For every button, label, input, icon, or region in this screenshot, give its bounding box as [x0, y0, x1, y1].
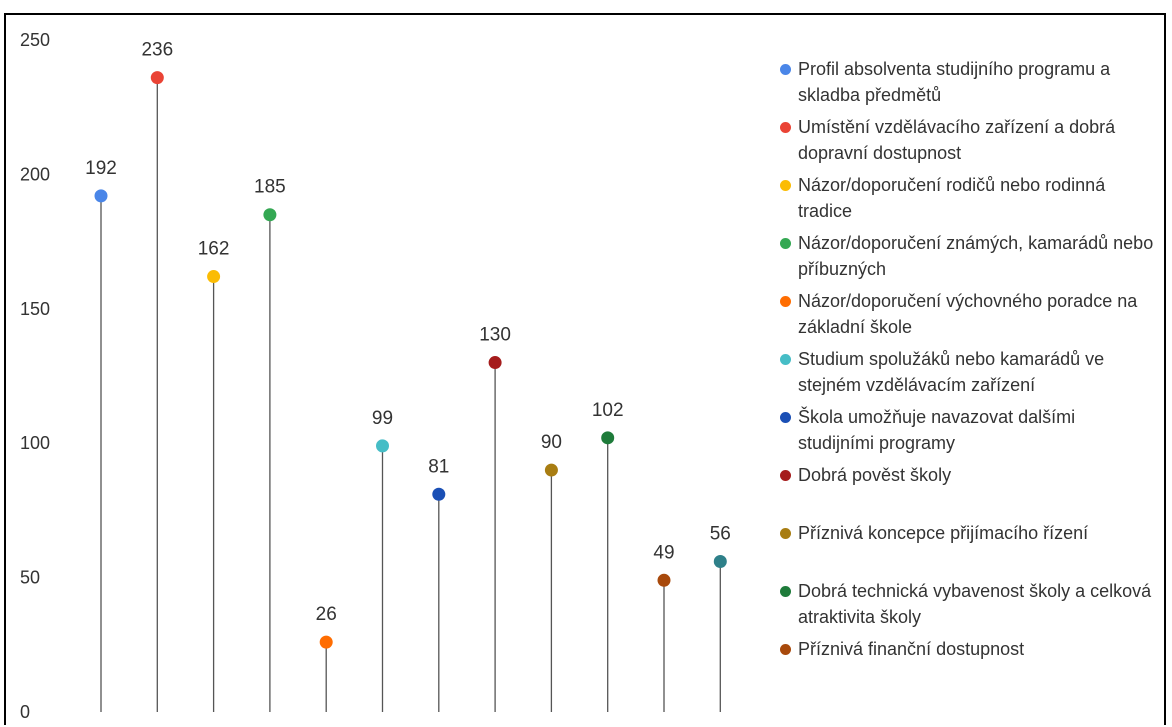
data-label: 49 — [653, 542, 674, 563]
data-label: 99 — [372, 408, 393, 429]
legend-label: Škola umožňuje navazovat dalšími studijn… — [798, 407, 1076, 453]
legend-label: Studium spolužáků nebo kamarádů ve stejn… — [798, 349, 1105, 395]
data-labels: 192 236 162 185 26 99 81 130 90 102 49 56 — [85, 40, 731, 625]
legend-item: Příznivá koncepce přijímacího řízení — [780, 522, 1155, 546]
legend-item: Umístění vzdělávacího zařízení a dobrá d… — [780, 116, 1155, 166]
data-label: 192 — [85, 158, 117, 179]
legend-label: Dobrá technická vybavenost školy a celko… — [798, 581, 1152, 627]
legend-label: Příznivá finanční dostupnost — [798, 639, 1025, 659]
legend-swatch — [780, 238, 791, 249]
legend-item: Dobrá technická vybavenost školy a celko… — [780, 580, 1155, 630]
data-label: 90 — [541, 432, 562, 453]
legend-label: Názor/doporučení známých, kamarádů nebo … — [798, 233, 1154, 279]
legend-swatch — [780, 412, 791, 423]
data-label: 236 — [141, 40, 173, 61]
data-label: 162 — [198, 239, 230, 260]
legend-swatch — [780, 470, 791, 481]
lollipop-dot — [263, 208, 277, 222]
lollipop-dot — [150, 71, 164, 85]
data-label: 56 — [710, 523, 731, 544]
data-label: 26 — [316, 604, 337, 625]
lollipop-dot — [376, 439, 389, 453]
legend-swatch — [780, 64, 791, 75]
data-label: 185 — [254, 177, 286, 198]
legend-item: Profil absolventa studijního programu a … — [780, 58, 1155, 108]
legend-item: Studium spolužáků nebo kamarádů ve stejn… — [780, 348, 1155, 398]
legend-swatch — [780, 180, 791, 191]
chart-frame — [4, 13, 1166, 725]
legend-swatch — [780, 354, 791, 365]
legend-label: Názor/doporučení rodičů nebo rodinná tra… — [798, 175, 1106, 221]
legend-swatch — [780, 644, 791, 655]
y-tick-label: 100 — [20, 433, 50, 453]
lollipop-dot — [319, 635, 333, 649]
legend-item: Názor/doporučení známých, kamarádů nebo … — [780, 232, 1155, 282]
y-tick-label: 250 — [20, 30, 50, 50]
lollipop-dot — [713, 554, 727, 568]
lollipop-dot — [544, 463, 558, 477]
legend-label: Profil absolventa studijního programu a … — [798, 59, 1111, 105]
legend-swatch — [780, 122, 791, 133]
stems — [100, 77, 721, 712]
y-tick-label: 50 — [20, 568, 40, 588]
legend-item: Názor/doporučení rodičů nebo rodinná tra… — [780, 174, 1155, 224]
legend-item: Škola umožňuje navazovat dalšími studijn… — [780, 406, 1155, 456]
data-label: 81 — [428, 456, 449, 477]
legend-item: Příznivá finanční dostupnost — [780, 638, 1155, 662]
dots — [94, 71, 727, 649]
legend-swatch — [780, 296, 791, 307]
legend-label: Umístění vzdělávacího zařízení a dobrá d… — [798, 117, 1116, 163]
y-tick-label: 200 — [20, 164, 50, 184]
data-label: 102 — [592, 400, 624, 421]
legend-swatch — [780, 528, 791, 539]
lollipop-dot — [657, 573, 671, 587]
lollipop-dot — [601, 431, 615, 445]
legend-label: Příznivá koncepce přijímacího řízení — [798, 523, 1089, 543]
lollipop-dot — [94, 189, 108, 203]
y-tick-label: 150 — [20, 299, 50, 319]
lollipop-dot — [432, 487, 446, 501]
y-axis: 0 50 100 150 200 250 — [20, 30, 50, 722]
legend-item: Názor/doporučení výchovného poradce na z… — [780, 290, 1155, 340]
legend-label: Názor/doporučení výchovného poradce na z… — [798, 291, 1138, 337]
data-label: 130 — [479, 325, 511, 346]
legend-swatch — [780, 586, 791, 597]
y-tick-label: 0 — [20, 702, 30, 722]
legend-item: Dobrá pověst školy — [780, 464, 1155, 488]
lollipop-dot — [488, 356, 502, 370]
lollipop-dot — [207, 270, 221, 284]
legend-label: Dobrá pověst školy — [798, 465, 952, 485]
